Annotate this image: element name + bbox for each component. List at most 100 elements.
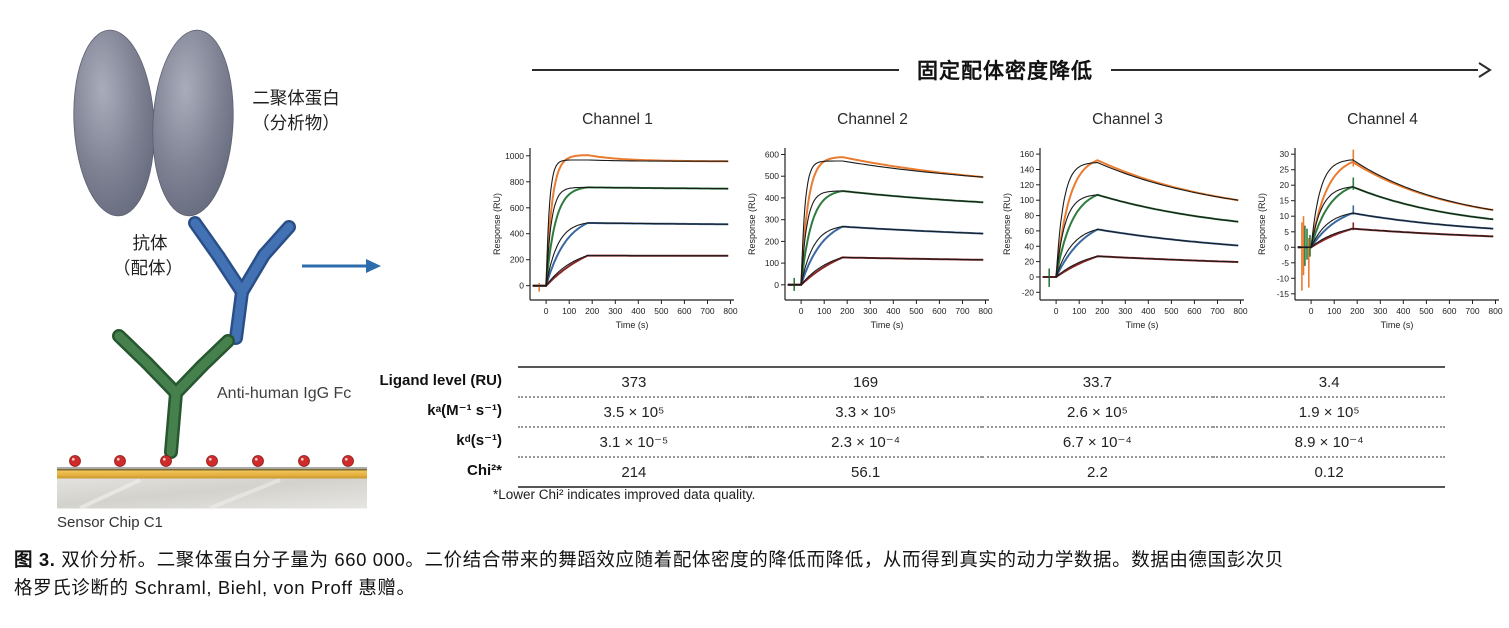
fit-low-conc bbox=[1042, 255, 1239, 278]
svg-text:300: 300 bbox=[1373, 306, 1387, 316]
fit-mid-conc bbox=[532, 222, 729, 287]
svg-text:-20: -20 bbox=[1022, 287, 1035, 297]
svg-text:60: 60 bbox=[1025, 226, 1035, 236]
chart-channel-4: Channel 4 -15 -10 -5 0 5 10 15 20 25 30 0 100 200 300 4… bbox=[1255, 100, 1509, 350]
svg-text:200: 200 bbox=[1350, 306, 1364, 316]
svg-text:120: 120 bbox=[1020, 180, 1034, 190]
fit-high-conc bbox=[1042, 194, 1239, 278]
svg-text:0: 0 bbox=[1029, 272, 1034, 282]
y-axis-label: Response (RU) bbox=[492, 193, 502, 255]
table-cell: 169 bbox=[749, 366, 982, 396]
svg-text:30: 30 bbox=[1280, 149, 1290, 159]
fit-high-conc bbox=[787, 190, 984, 286]
svg-text:400: 400 bbox=[1396, 306, 1410, 316]
svg-text:-5: -5 bbox=[1281, 258, 1289, 268]
svg-text:0: 0 bbox=[1284, 242, 1289, 252]
antibody-blue-shape bbox=[188, 216, 296, 345]
table-cell: 8.9 × 10⁻⁴ bbox=[1213, 426, 1445, 456]
table-cell: 2.6 × 10⁵ bbox=[981, 396, 1214, 426]
sensorgram-plot: 0 200 400 600 800 1000 0 100 200 300 400 500 600 700 8… bbox=[492, 148, 738, 330]
svg-text:80: 80 bbox=[1025, 211, 1035, 221]
svg-text:100: 100 bbox=[1072, 306, 1086, 316]
analyte-label-line1: 二聚体蛋白 bbox=[252, 88, 340, 108]
svg-text:100: 100 bbox=[562, 306, 576, 316]
table-footnote: *Lower Chi² indicates improved data qual… bbox=[493, 487, 756, 502]
svg-text:-10: -10 bbox=[1277, 273, 1290, 283]
arrow-head-icon bbox=[1476, 61, 1492, 79]
svg-text:600: 600 bbox=[510, 203, 524, 213]
x-axis-label: Time (s) bbox=[1381, 320, 1414, 330]
svg-text:600: 600 bbox=[932, 306, 946, 316]
table-row-label: Chi²* bbox=[467, 461, 502, 479]
table-cell: 3.3 × 10⁵ bbox=[749, 396, 982, 426]
svg-text:700: 700 bbox=[1210, 306, 1224, 316]
caption-line1: 图 3. 双价分析。二聚体蛋白分子量为 660 000。二价结合带来的舞蹈效应随… bbox=[14, 546, 1502, 574]
svg-text:10: 10 bbox=[1280, 211, 1290, 221]
table-cell: 3.5 × 10⁵ bbox=[518, 396, 750, 426]
svg-text:700: 700 bbox=[955, 306, 969, 316]
series-mid-conc bbox=[532, 222, 729, 287]
fit-highest-conc bbox=[1297, 159, 1494, 248]
svg-text:5: 5 bbox=[1284, 227, 1289, 237]
svg-text:0: 0 bbox=[1309, 306, 1314, 316]
x-axis-label: Time (s) bbox=[616, 320, 649, 330]
arrow-line-left bbox=[532, 69, 899, 71]
svg-text:500: 500 bbox=[1419, 306, 1433, 316]
svg-text:200: 200 bbox=[765, 236, 779, 246]
y-axis-label: Response (RU) bbox=[1257, 193, 1267, 255]
dimer-protein-shape bbox=[73, 29, 234, 217]
series-highest-conc bbox=[787, 156, 984, 286]
svg-text:100: 100 bbox=[817, 306, 831, 316]
fit-mid-conc bbox=[787, 226, 984, 286]
svg-text:800: 800 bbox=[510, 177, 524, 187]
svg-text:400: 400 bbox=[631, 306, 645, 316]
fit-highest-conc bbox=[532, 159, 729, 287]
svg-text:-15: -15 bbox=[1277, 289, 1290, 299]
table-cell: 214 bbox=[518, 456, 750, 488]
x-axis-label: Time (s) bbox=[871, 320, 904, 330]
axes bbox=[529, 148, 734, 301]
table-cell: 56.1 bbox=[749, 456, 982, 488]
fit-highest-conc bbox=[787, 160, 984, 286]
svg-text:300: 300 bbox=[608, 306, 622, 316]
analyte-label-line2: （分析物） bbox=[252, 113, 340, 133]
series-low-conc bbox=[787, 256, 984, 286]
svg-text:600: 600 bbox=[1187, 306, 1201, 316]
svg-text:300: 300 bbox=[863, 306, 877, 316]
caption-figure-number: 图 3. bbox=[14, 549, 56, 570]
axes bbox=[784, 148, 989, 301]
chart-title: Channel 4 bbox=[1347, 111, 1418, 128]
svg-text:20: 20 bbox=[1025, 257, 1035, 267]
fit-high-conc bbox=[1297, 186, 1494, 248]
sensorgram-plot: -20 0 20 40 60 80 100 120 140 160 0 100 200 300 400 500… bbox=[1002, 148, 1248, 330]
series-low-conc bbox=[532, 254, 729, 287]
y-axis-ticks: -15 -10 -5 0 5 10 15 20 25 30 bbox=[1277, 149, 1295, 299]
svg-text:200: 200 bbox=[585, 306, 599, 316]
svg-text:0: 0 bbox=[519, 281, 524, 291]
svg-text:800: 800 bbox=[978, 306, 992, 316]
chart-channel-2: Channel 2 0 100 200 300 400 500 600 0 100 200 300 40… bbox=[745, 100, 1000, 350]
density-decrease-title: 固定配体密度降低 bbox=[917, 60, 1093, 83]
x-axis-label: Time (s) bbox=[1126, 320, 1159, 330]
sensor-chip-label: Sensor Chip C1 bbox=[57, 514, 163, 531]
table-cell: 33.7 bbox=[981, 366, 1214, 396]
caption-text-line2: 格罗氏诊断的 Schraml, Biehl, von Proff 惠赠。 bbox=[14, 576, 416, 598]
density-decrease-arrow: 固定配体密度降低 bbox=[532, 52, 1492, 88]
svg-text:25: 25 bbox=[1280, 165, 1290, 175]
svg-text:300: 300 bbox=[765, 215, 779, 225]
ligand-label-line2: （配体） bbox=[113, 258, 183, 278]
svg-text:140: 140 bbox=[1020, 165, 1034, 175]
svg-text:500: 500 bbox=[654, 306, 668, 316]
series-highest-conc bbox=[532, 154, 729, 287]
table-cell: 0.12 bbox=[1213, 456, 1445, 488]
chart-channel-1: Channel 1 0 200 400 600 800 1000 0 100 200 300 400 5… bbox=[490, 100, 745, 350]
svg-text:500: 500 bbox=[1164, 306, 1178, 316]
y-axis-ticks: 0 100 200 300 400 500 600 bbox=[765, 150, 785, 290]
svg-text:100: 100 bbox=[1020, 195, 1034, 205]
svg-text:700: 700 bbox=[1465, 306, 1479, 316]
svg-text:400: 400 bbox=[765, 193, 779, 203]
chart-title: Channel 1 bbox=[582, 111, 653, 128]
